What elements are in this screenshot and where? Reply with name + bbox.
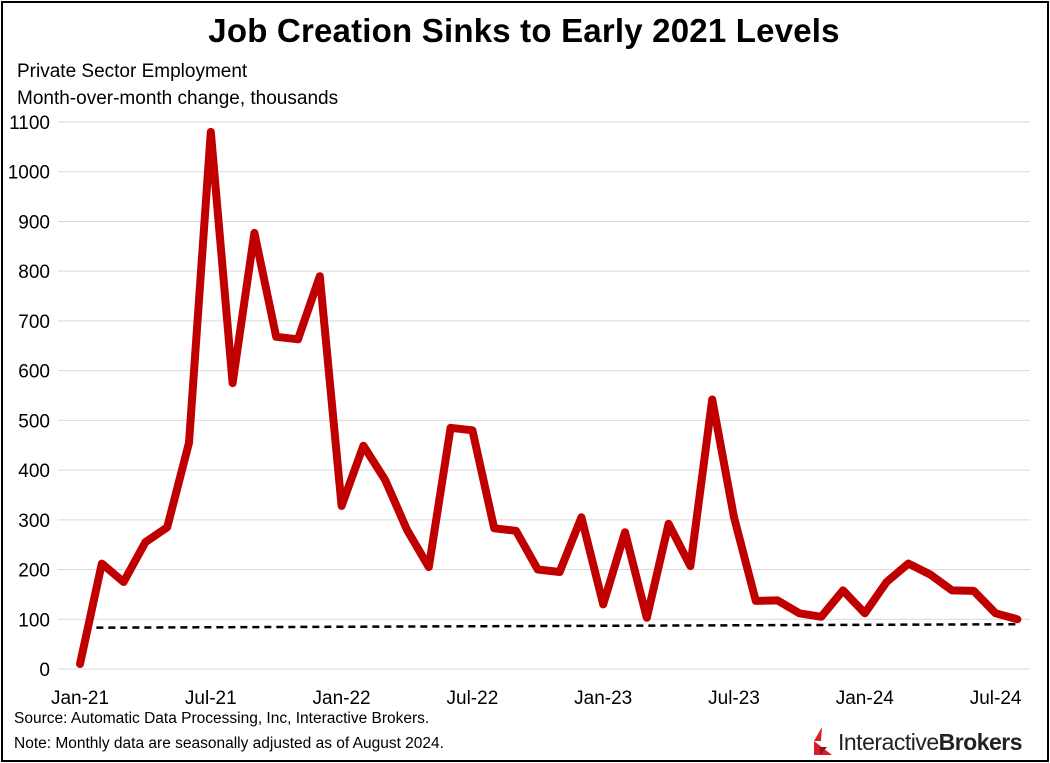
- x-tick-label: Jul-22: [447, 688, 499, 709]
- y-axis-label: Month-over-month change, thousands: [17, 88, 339, 109]
- chart-subtitle: Private Sector Employment: [17, 61, 248, 82]
- y-tick-label: 600: [18, 362, 50, 383]
- y-tick-label: 0: [39, 660, 50, 681]
- x-tick-label: Jan-22: [313, 688, 371, 709]
- logo-text: InteractiveBrokers: [838, 728, 1023, 755]
- y-tick-label: 900: [18, 212, 50, 233]
- y-tick-label: 1100: [9, 113, 50, 134]
- y-tick-label: 700: [18, 312, 50, 333]
- trend-line: [84, 622, 1018, 629]
- chart-title: Job Creation Sinks to Early 2021 Levels: [208, 12, 840, 49]
- y-tick-label: 400: [18, 461, 50, 482]
- y-tick-label: 200: [18, 561, 50, 582]
- x-tick-label: Jan-24: [836, 688, 895, 709]
- interactive-brokers-logo: InteractiveBrokers: [812, 726, 1023, 758]
- x-tick-label: Jan-23: [574, 688, 632, 709]
- x-tick-label: Jul-21: [185, 688, 237, 709]
- x-tick-label: Jan-21: [51, 688, 109, 709]
- y-tick-label: 300: [18, 511, 50, 532]
- x-tick-label: Jul-24: [970, 688, 1022, 709]
- y-tick-label: 500: [18, 411, 50, 432]
- x-tick-label: Jul-23: [708, 688, 760, 709]
- data-note: Note: Monthly data are seasonally adjust…: [14, 735, 444, 752]
- y-tick-label: 1000: [8, 163, 50, 184]
- y-tick-label: 100: [18, 610, 50, 631]
- interactive-brokers-logo-icon: [814, 727, 832, 755]
- y-tick-label: 800: [18, 262, 50, 283]
- series-line: [76, 127, 1022, 668]
- source-note: Source: Automatic Data Processing, Inc, …: [14, 710, 430, 727]
